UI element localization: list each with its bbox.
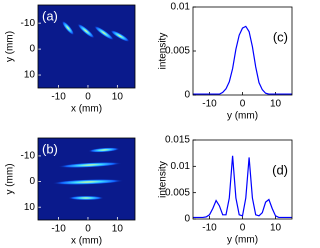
image-background [38, 138, 135, 220]
figure: -10 0 10 -10 0 10 x (mm) y (mm) (a) -10 0 10 0 0.005 0… [5, 2, 293, 247]
x-tick-label: -10 [202, 99, 217, 110]
x-tick-label: 10 [270, 223, 282, 234]
x-tick-label: 0 [240, 223, 246, 234]
x-tick-label: 10 [112, 92, 124, 103]
y-tick-label: -10 [21, 151, 36, 162]
x-axis-label: x (mm) [71, 236, 102, 247]
y-tick-label: 0.005 [165, 187, 190, 198]
y-tick-label: -10 [21, 18, 36, 29]
axes-frame [192, 139, 293, 220]
panel-label: (a) [42, 8, 58, 23]
x-tick-label: -10 [51, 224, 66, 235]
x-tick-label: 10 [270, 99, 282, 110]
axes-frame [37, 4, 136, 89]
x-tick-label: -10 [202, 223, 217, 234]
panel-label: (c) [273, 29, 288, 44]
x-tick-label: 0 [240, 99, 246, 110]
y-axis-label: intensity [158, 33, 169, 70]
x-axis-label: x (mm) [71, 104, 102, 115]
y-tick-label: 0.015 [165, 135, 190, 146]
data-line [193, 25, 292, 95]
x-axis-label: y (mm) [227, 235, 258, 246]
y-tick-label: 0.01 [171, 161, 191, 172]
x-axis-label: y (mm) [227, 111, 258, 122]
x-tick-label: 0 [85, 224, 91, 235]
x-tick-label: 10 [112, 224, 124, 235]
x-tick-label: 0 [85, 92, 91, 103]
y-tick-label: 0 [29, 176, 35, 187]
panel-label: (b) [42, 141, 58, 156]
image-background [38, 5, 135, 88]
y-axis-label: y (mm) [5, 31, 16, 62]
y-tick-label: 10 [24, 70, 36, 81]
axes-frame [37, 137, 136, 221]
y-tick-label: 0 [29, 44, 35, 55]
data-line [193, 155, 292, 219]
y-tick-label: 0.01 [171, 2, 191, 13]
y-axis-label: y (mm) [5, 163, 16, 194]
y-tick-label: 0.005 [165, 46, 190, 57]
y-tick-label: 0 [184, 214, 190, 225]
y-tick-label: 0 [184, 90, 190, 101]
panel-label: (d) [272, 162, 288, 177]
axes-frame [192, 6, 293, 96]
x-tick-label: -10 [51, 92, 66, 103]
y-axis-label: intensity [158, 161, 169, 198]
image-streaks [61, 20, 130, 42]
y-tick-label: 10 [24, 202, 36, 213]
image-streaks [52, 147, 124, 201]
